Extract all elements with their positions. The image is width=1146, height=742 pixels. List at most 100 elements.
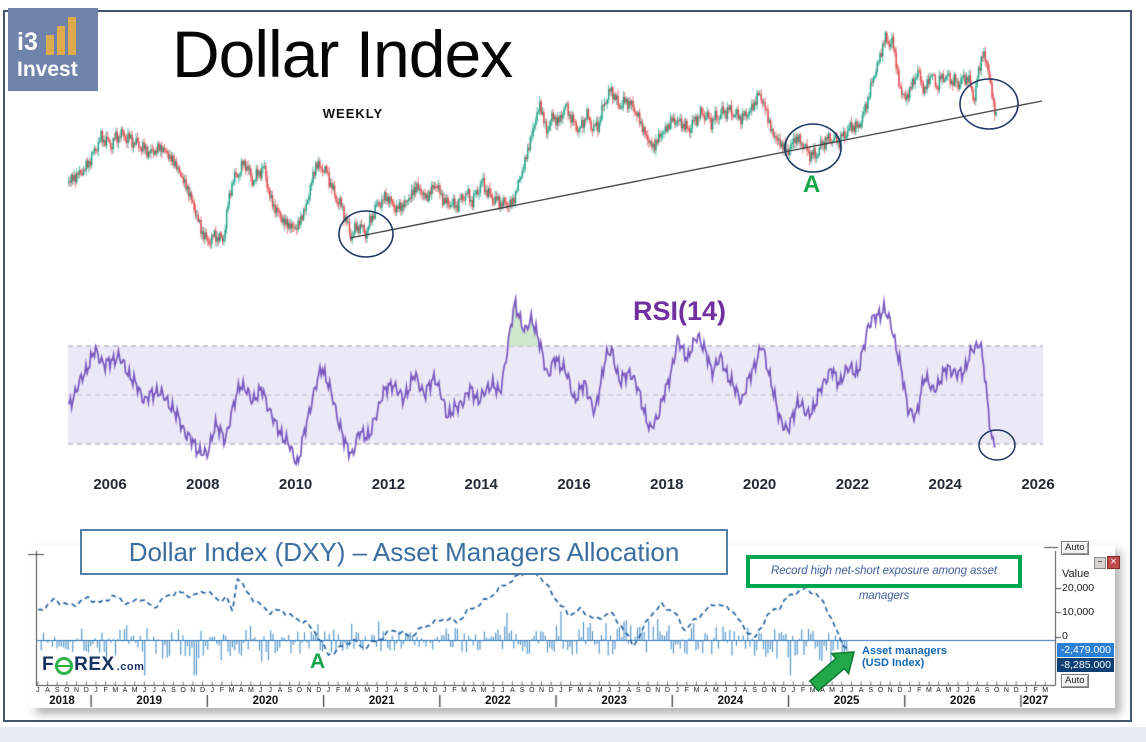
price-year-label: 2014 — [464, 476, 498, 493]
price-year-label: 2016 — [557, 476, 591, 493]
cot-month-label: O — [877, 687, 884, 694]
cot-month-label: N — [771, 687, 777, 694]
cot-month-label: O — [180, 687, 186, 694]
cot-month-label: J — [384, 687, 389, 694]
cot-year-label: 2022 — [485, 695, 511, 707]
cot-month-label: A — [238, 687, 244, 694]
cot-month-label: J — [723, 687, 728, 694]
marker-a-cot: A — [310, 650, 326, 673]
cot-month-label: D — [548, 687, 554, 694]
cot-month-label: M — [344, 687, 351, 694]
cot-month-label: D — [316, 687, 322, 694]
cot-month-label: M — [112, 687, 119, 694]
auto-button-top[interactable]: Auto — [1061, 541, 1089, 555]
cot-month-label: J — [559, 687, 563, 694]
cot-month-label: A — [277, 687, 283, 694]
cot-month-label: S — [984, 687, 990, 694]
cot-month-label: F — [568, 687, 573, 694]
value-axis-title: Value — [1062, 568, 1090, 580]
cot-month-label: J — [210, 687, 214, 694]
price-year-label: 2010 — [278, 476, 313, 493]
cot-month-label: N — [74, 687, 80, 694]
cot-month-label: M — [461, 687, 467, 694]
cot-year-label: 2027 — [1022, 695, 1049, 707]
cot-month-label: A — [355, 687, 360, 694]
auto-button-bottom[interactable]: Auto — [1061, 674, 1089, 688]
y-tick-0: 0 — [1062, 630, 1068, 642]
cot-month-label: F — [103, 687, 108, 694]
cot-month-label: A — [820, 687, 825, 694]
cot-month-label: M — [712, 687, 719, 694]
cot-month-label: O — [529, 687, 535, 694]
price-year-label: 2024 — [928, 476, 962, 493]
cot-month-label: J — [1024, 687, 1028, 694]
cot-month-label: S — [54, 687, 60, 694]
rsi-label: RSI(14) — [633, 296, 727, 326]
forex-logo: F REX .com — [42, 654, 145, 675]
cot-month-label: J — [142, 687, 147, 694]
cot-month-label: J — [617, 687, 621, 694]
timeframe-label: WEEKLY — [322, 106, 384, 121]
cot-month-label: S — [171, 687, 176, 694]
cot-year-label: 2021 — [368, 695, 395, 707]
cot-month-label: O — [761, 687, 768, 694]
cot-month-label: M — [596, 687, 603, 694]
cot-month-label: O — [994, 687, 1000, 694]
cot-month-label: S — [519, 687, 525, 694]
i3-invest-logo: i3 Invest — [8, 8, 98, 91]
cot-month-label: M — [945, 687, 952, 694]
cot-month-label: A — [471, 687, 477, 694]
cot-year-label: 2025 — [833, 695, 860, 707]
cot-month-label: M — [577, 687, 584, 694]
cot-month-label: M — [1042, 687, 1049, 694]
cot-month-label: F — [684, 687, 689, 694]
cot-month-label: N — [887, 687, 893, 694]
cot-month-label: D — [664, 687, 670, 694]
cot-year-label: 2019 — [136, 695, 163, 707]
minimize-icon[interactable]: – — [1094, 557, 1106, 569]
cot-month-label: J — [733, 687, 737, 694]
asset-managers-label: Asset managers (USD Index) — [862, 645, 947, 669]
cot-month-label: D — [897, 687, 903, 694]
price-year-label: 2008 — [186, 476, 220, 493]
bar-chart-icon — [45, 15, 79, 55]
cot-month-label: N — [538, 687, 545, 694]
cot-month-label: M — [364, 687, 371, 694]
cot-month-label: J — [607, 687, 612, 694]
cot-month-label: A — [393, 687, 399, 694]
cot-month-label: J — [94, 687, 98, 694]
cot-month-label: O — [296, 687, 303, 694]
cot-month-label: A — [510, 687, 515, 694]
cot-month-label: O — [645, 687, 651, 694]
cot-month-label: J — [491, 687, 495, 694]
cot-month-label: M — [926, 687, 932, 694]
cot-year-label: 2026 — [950, 695, 976, 707]
close-icon[interactable]: ✕ — [1107, 556, 1120, 569]
y-tick-20000: 20,000 — [1062, 582, 1095, 594]
page-title: Dollar Index — [172, 17, 513, 91]
record-short-annotation: Record high net-short exposure among ass… — [746, 555, 1022, 602]
cot-month-label: J — [501, 687, 505, 694]
cot-month-label: D — [432, 687, 438, 694]
cot-month-label: F — [452, 687, 457, 694]
price-year-label: 2022 — [835, 476, 870, 493]
cot-month-label: J — [791, 687, 796, 694]
price-year-label: 2020 — [742, 476, 777, 493]
cot-month-label: S — [752, 687, 757, 694]
cot-month-label: M — [480, 687, 487, 694]
cot-month-label: F — [800, 687, 806, 694]
forex-o-icon — [55, 657, 74, 675]
cot-month-label: S — [403, 687, 409, 694]
price-year-label: 2018 — [650, 476, 684, 493]
cot-month-label: S — [868, 687, 874, 694]
cot-month-label: O — [412, 687, 419, 694]
cot-month-label: A — [626, 687, 632, 694]
cot-month-label: J — [36, 687, 40, 694]
cot-month-label: M — [693, 687, 700, 694]
cot-month-label: F — [917, 687, 922, 694]
cot-month-label: S — [287, 687, 293, 694]
cot-month-label: J — [375, 687, 379, 694]
cot-month-label: J — [840, 687, 844, 694]
cot-month-label: M — [809, 687, 816, 694]
